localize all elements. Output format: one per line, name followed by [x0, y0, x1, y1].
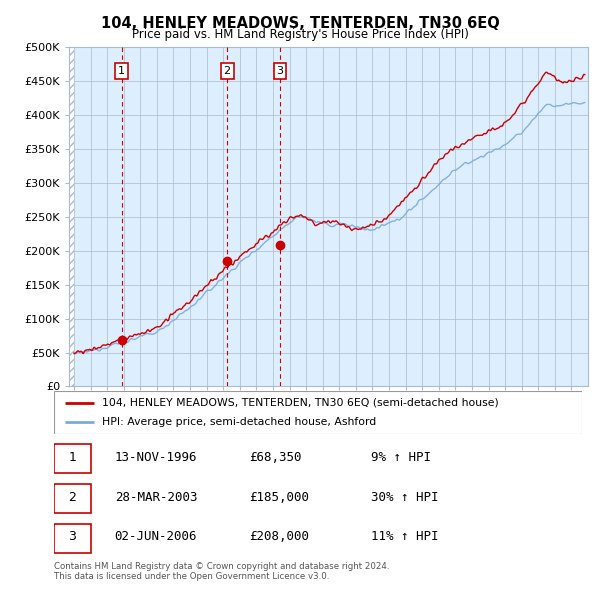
Text: 3: 3: [68, 530, 76, 543]
Text: 2: 2: [224, 66, 231, 76]
FancyBboxPatch shape: [54, 524, 91, 553]
Text: 9% ↑ HPI: 9% ↑ HPI: [371, 451, 431, 464]
Bar: [69, 47, 74, 386]
FancyBboxPatch shape: [54, 444, 91, 473]
Text: £208,000: £208,000: [250, 530, 310, 543]
Text: 28-MAR-2003: 28-MAR-2003: [115, 490, 197, 504]
Text: £185,000: £185,000: [250, 490, 310, 504]
Text: Price paid vs. HM Land Registry's House Price Index (HPI): Price paid vs. HM Land Registry's House …: [131, 28, 469, 41]
Text: £68,350: £68,350: [250, 451, 302, 464]
Text: 11% ↑ HPI: 11% ↑ HPI: [371, 530, 438, 543]
Text: 30% ↑ HPI: 30% ↑ HPI: [371, 490, 438, 504]
Text: 3: 3: [277, 66, 283, 76]
Text: 02-JUN-2006: 02-JUN-2006: [115, 530, 197, 543]
Text: 104, HENLEY MEADOWS, TENTERDEN, TN30 6EQ: 104, HENLEY MEADOWS, TENTERDEN, TN30 6EQ: [101, 16, 499, 31]
Text: 13-NOV-1996: 13-NOV-1996: [115, 451, 197, 464]
Text: 104, HENLEY MEADOWS, TENTERDEN, TN30 6EQ (semi-detached house): 104, HENLEY MEADOWS, TENTERDEN, TN30 6EQ…: [101, 398, 498, 408]
Text: Contains HM Land Registry data © Crown copyright and database right 2024.
This d: Contains HM Land Registry data © Crown c…: [54, 562, 389, 581]
Text: 1: 1: [118, 66, 125, 76]
Text: 2: 2: [68, 490, 76, 504]
Text: 1: 1: [68, 451, 76, 464]
Text: HPI: Average price, semi-detached house, Ashford: HPI: Average price, semi-detached house,…: [101, 417, 376, 427]
FancyBboxPatch shape: [54, 484, 91, 513]
